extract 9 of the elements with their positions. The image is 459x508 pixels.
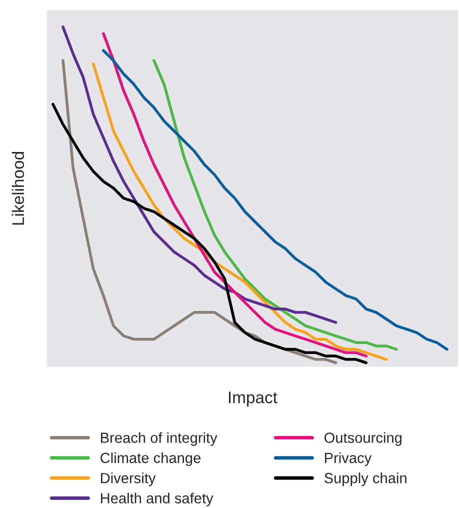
legend-label: Breach of integrity	[101, 432, 218, 446]
legend-label: Outsourcing	[324, 432, 402, 446]
legend-label: Climate change	[100, 452, 200, 466]
legend-label: Health and safety	[101, 492, 214, 506]
legend-label: Privacy	[325, 452, 372, 466]
y-axis-title: Likelihood	[12, 152, 24, 225]
legend-label: Supply chain	[324, 472, 406, 486]
legend-label: Diversity	[101, 472, 156, 486]
x-axis-title: Impact	[228, 392, 278, 407]
